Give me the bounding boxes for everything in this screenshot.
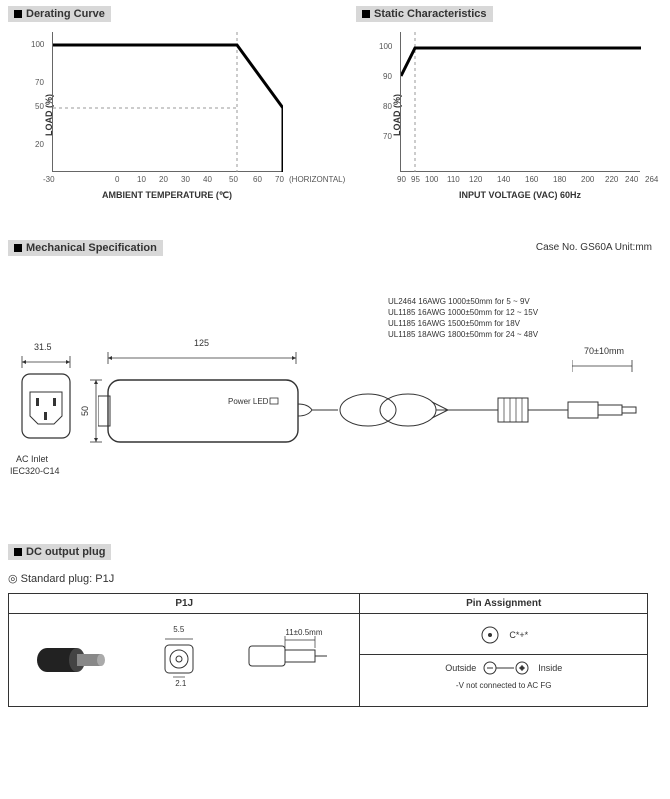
fg-note: -V not connected to AC FG: [364, 681, 643, 690]
ytick: 20: [35, 140, 44, 149]
xtick: 20: [159, 175, 168, 184]
svg-text:Power LED: Power LED: [228, 397, 269, 406]
xtick: 160: [525, 175, 538, 184]
mechanical-header: Mechanical Specification: [8, 240, 163, 256]
xtick: 110: [447, 175, 460, 184]
plug-drawings-cell: 5.5 2.1 11±0.5mm: [9, 614, 360, 707]
dc-plug-header: DC output plug: [8, 544, 111, 560]
dim-id: 2.1: [175, 679, 186, 688]
xtick: 200: [581, 175, 594, 184]
ac-inlet-drawing: [16, 368, 76, 448]
dim-od: 5.5: [173, 625, 184, 634]
derating-xlabel: AMBIENT TEMPERATURE (℃): [52, 190, 282, 201]
xtick: 264: [645, 175, 658, 184]
horiz-note: (HORIZONTAL): [289, 175, 345, 184]
polarity-symbol-icon: [482, 659, 532, 677]
static-chart: 100 90 80 70 90 95 100 110 120 140 160 1…: [400, 32, 640, 172]
dim-length: 125: [194, 338, 209, 348]
ac-inlet-label: AC Inlet: [16, 454, 48, 464]
derating-chart: 100 70 50 20 -30 0 10 20 30 40 50 60 70 …: [52, 32, 282, 172]
polarity-icon: [479, 624, 501, 646]
xtick: 40: [203, 175, 212, 184]
xtick: 60: [253, 175, 262, 184]
xtick: 95: [411, 175, 420, 184]
cable-spec-line: UL1185 16AWG 1000±50mm for 12 ~ 15V: [388, 307, 538, 318]
ac-inlet-std: IEC320-C14: [10, 466, 60, 476]
xtick: 90: [397, 175, 406, 184]
inside-label: Inside: [538, 663, 562, 673]
xtick: 30: [181, 175, 190, 184]
pin-assignment-cell: C*+* Outside Ins: [360, 614, 648, 707]
cable-spec-line: UL1185 18AWG 1800±50mm for 24 ~ 48V: [388, 329, 538, 340]
case-note: Case No. GS60A Unit:mm: [536, 242, 652, 253]
col-pin: Pin Assignment: [360, 594, 648, 614]
plug-table: P1J Pin Assignment: [8, 593, 648, 707]
ytick: 50: [35, 102, 44, 111]
cable-specs: UL2464 16AWG 1000±50mm for 5 ~ 9V UL1185…: [388, 296, 538, 340]
static-header: Static Characteristics: [356, 6, 493, 22]
xtick: 120: [469, 175, 482, 184]
dim-len: 11±0.5mm: [285, 628, 322, 637]
dim-width: 31.5: [34, 342, 52, 352]
ytick: 70: [35, 78, 44, 87]
xtick: 10: [137, 175, 146, 184]
xtick: 180: [553, 175, 566, 184]
outside-label: Outside: [445, 663, 476, 673]
xtick: 240: [625, 175, 638, 184]
plug-side-icon: [245, 630, 335, 680]
xtick: 140: [497, 175, 510, 184]
ytick: 100: [31, 40, 44, 49]
col-p1j: P1J: [9, 594, 360, 614]
xtick: -30: [43, 175, 55, 184]
xtick: 100: [425, 175, 438, 184]
ytick: 90: [383, 72, 392, 81]
dim-height: 50: [80, 406, 90, 416]
xtick: 220: [605, 175, 618, 184]
cable-spec-line: UL2464 16AWG 1000±50mm for 5 ~ 9V: [388, 296, 538, 307]
plug-3d-icon: [33, 640, 113, 680]
adapter-drawing: Power LED: [98, 362, 658, 462]
xtick: 70: [275, 175, 284, 184]
cable-spec-line: UL1185 16AWG 1500±50mm for 18V: [388, 318, 538, 329]
ytick: 70: [383, 132, 392, 141]
xtick: 50: [229, 175, 238, 184]
xtick: 0: [115, 175, 119, 184]
dim-plug: 70±10mm: [584, 346, 624, 356]
derating-header: Derating Curve: [8, 6, 111, 22]
ytick: 100: [379, 42, 392, 51]
static-xlabel: INPUT VOLTAGE (VAC) 60Hz: [400, 190, 640, 200]
standard-plug: Standard plug: P1J: [8, 572, 662, 585]
ytick: 80: [383, 102, 392, 111]
polarity-text: C*+*: [509, 630, 528, 640]
